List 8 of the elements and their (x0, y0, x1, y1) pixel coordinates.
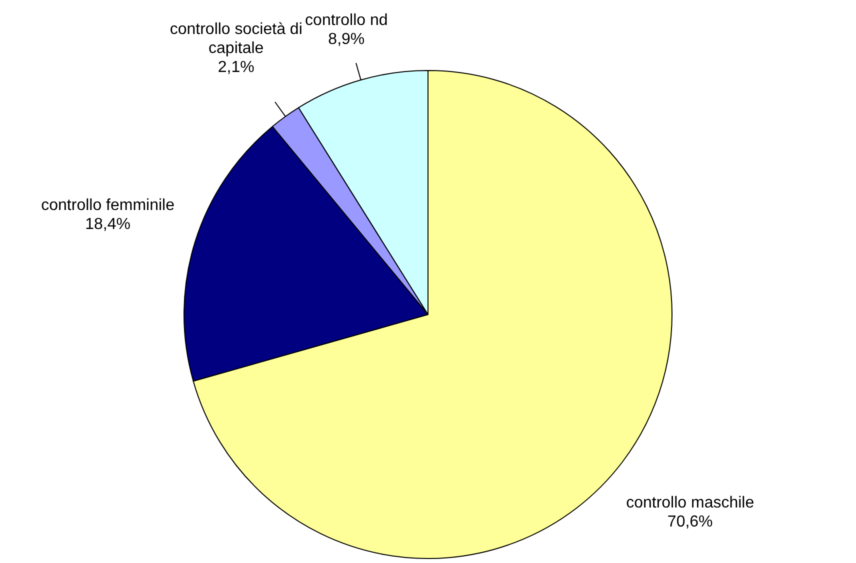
data-label: 8,9% (328, 31, 365, 48)
slice-label: controllo nd (305, 12, 388, 30)
data-label: 2,1% (218, 59, 254, 76)
data-label: 18,4% (85, 216, 130, 233)
slice-label: controllo società di capitale (170, 21, 302, 58)
slice-label: controllo femminile (41, 196, 175, 214)
data-label: 70,6% (667, 513, 713, 530)
slice-label: controllo maschile (626, 494, 754, 512)
